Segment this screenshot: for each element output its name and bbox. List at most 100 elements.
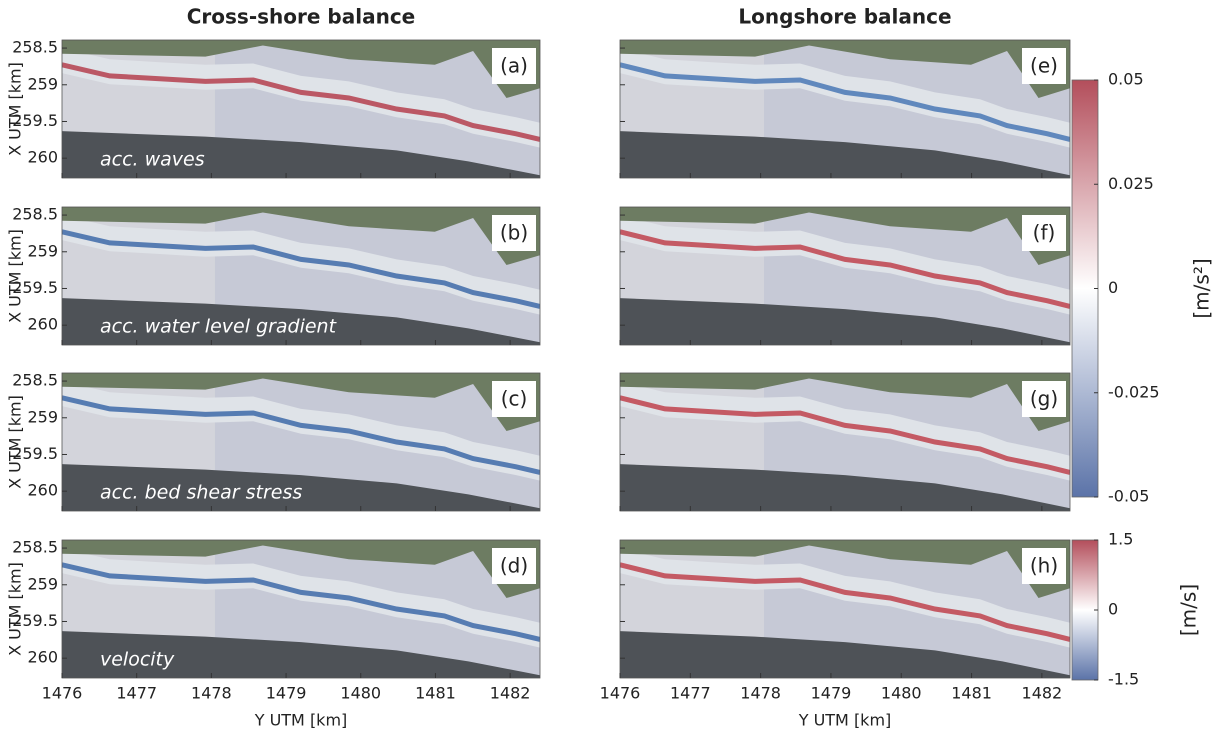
- deep-water: [62, 631, 540, 678]
- shore-signal: [620, 229, 1070, 309]
- label-bg: [1022, 48, 1066, 84]
- map-panel: (h) 1476 1477 1478 1479 1480 1481 1482 Y UTM [km…: [600, 539, 1071, 730]
- y-tick-label: 259: [27, 574, 58, 593]
- x-tick-label: 1479: [811, 684, 852, 703]
- x-tick-label: 1477: [670, 684, 711, 703]
- frame: [61, 539, 541, 679]
- surf-zone: [620, 48, 1070, 148]
- label-bg: [492, 215, 536, 251]
- map-panel: (d) velocity 1476 1477 1478 1479 1480 1481 1482 2…: [6, 538, 541, 730]
- y-tick-label: 259.5: [12, 111, 58, 130]
- surf-zone: [62, 381, 540, 481]
- panel-annotation: acc. bed shear stress: [100, 482, 302, 504]
- shore-signal: [62, 229, 540, 309]
- x-tick-label: 1479: [266, 684, 307, 703]
- deep-water: [620, 131, 1070, 178]
- shore-signal: [620, 395, 1070, 475]
- y-axis-label: X UTM [km]: [6, 62, 25, 156]
- y-tick-label: 260: [27, 148, 58, 167]
- shore-signal: [62, 62, 540, 142]
- shore-signal: [62, 395, 540, 475]
- y-tick-label: 260: [27, 315, 58, 334]
- surf-zone: [620, 381, 1070, 481]
- panel-label: (d): [500, 554, 528, 578]
- frame: [61, 39, 541, 179]
- frame: [619, 539, 1071, 679]
- y-tick-label: 260: [27, 648, 58, 667]
- x-tick-label: 1478: [740, 684, 781, 703]
- y-tick-label: 258.5: [12, 371, 58, 390]
- x-tick-label: 1476: [600, 684, 641, 703]
- deep-water: [62, 464, 540, 511]
- panel-annotation: acc. water level gradient: [100, 316, 338, 338]
- column-title: Longshore balance: [738, 5, 951, 29]
- y-tick-label: 259.5: [12, 444, 58, 463]
- y-tick-label: 259: [27, 407, 58, 426]
- shore-signal: [620, 62, 1070, 142]
- land: [62, 40, 540, 98]
- x-axis-label: Y UTM [km]: [798, 711, 892, 730]
- y-axis-label: X UTM [km]: [6, 395, 25, 489]
- map-panel: (b) acc. water level gradient 258.5 259 259.…: [6, 205, 541, 346]
- label-bg: [1022, 548, 1066, 584]
- land: [62, 540, 540, 598]
- colorbar-tick-label: 1.5: [1108, 530, 1133, 549]
- y-tick-label: 259: [27, 241, 58, 260]
- y-tick-label: 259.5: [12, 611, 58, 630]
- shore-signal: [620, 562, 1070, 642]
- y-axis-label: X UTM [km]: [6, 562, 25, 656]
- map-panel: (f): [619, 206, 1071, 346]
- x-tick-label: 1481: [951, 684, 992, 703]
- colorbar-tick-label: -0.05: [1108, 487, 1149, 506]
- label-bg: [492, 548, 536, 584]
- map-panel: (c) acc. bed shear stress 258.5 259 259.5 260…: [6, 371, 541, 512]
- surf-zone: [62, 215, 540, 315]
- land: [620, 40, 1070, 98]
- y-tick-label: 259: [27, 74, 58, 93]
- panel-label: (g): [1030, 387, 1058, 411]
- y-axis-label: X UTM [km]: [6, 229, 25, 323]
- x-tick-label: 1476: [42, 684, 83, 703]
- y-tick-label: 260: [27, 481, 58, 500]
- land: [620, 540, 1070, 598]
- frame: [61, 206, 541, 346]
- x-tick-label: 1480: [881, 684, 922, 703]
- colorbar-ramp: [1071, 79, 1099, 498]
- surf-zone: [620, 548, 1070, 648]
- colorbar-tick-label: -1.5: [1108, 670, 1139, 689]
- land: [62, 207, 540, 265]
- deep-water: [62, 298, 540, 345]
- surf-zone: [62, 548, 540, 648]
- colorbar-tick-label: 0: [1108, 278, 1118, 297]
- colorbar-label: [m/s²]: [1190, 258, 1214, 318]
- surf-zone: [620, 215, 1070, 315]
- frame: [61, 372, 541, 512]
- deep-water: [62, 131, 540, 178]
- colorbar-tick-label: 0: [1108, 600, 1118, 619]
- y-tick-label: 258.5: [12, 205, 58, 224]
- deep-water: [620, 298, 1070, 345]
- x-tick-label: 1480: [340, 684, 381, 703]
- panel-label: (b): [500, 221, 528, 245]
- frame: [619, 206, 1071, 346]
- label-bg: [1022, 215, 1066, 251]
- colorbar-ramp: [1071, 539, 1099, 681]
- colorbar: 0.05 0.025 0 -0.025 -0.05 [m/s²]: [1071, 70, 1214, 506]
- label-bg: [492, 48, 536, 84]
- column-title: Cross-shore balance: [187, 5, 416, 29]
- y-tick-label: 259.5: [12, 278, 58, 297]
- land: [620, 207, 1070, 265]
- land: [62, 373, 540, 431]
- land: [620, 373, 1070, 431]
- y-tick-label: 258.5: [12, 538, 58, 557]
- frame: [619, 39, 1071, 179]
- panel-label: (a): [500, 54, 528, 78]
- x-tick-label: 1482: [490, 684, 531, 703]
- colorbar-tick-label: 0.05: [1108, 70, 1144, 89]
- panel-label: (f): [1033, 221, 1056, 245]
- x-axis-label: Y UTM [km]: [254, 711, 348, 730]
- panel-label: (e): [1030, 54, 1058, 78]
- panel-annotation: acc. waves: [100, 149, 205, 171]
- label-bg: [1022, 381, 1066, 417]
